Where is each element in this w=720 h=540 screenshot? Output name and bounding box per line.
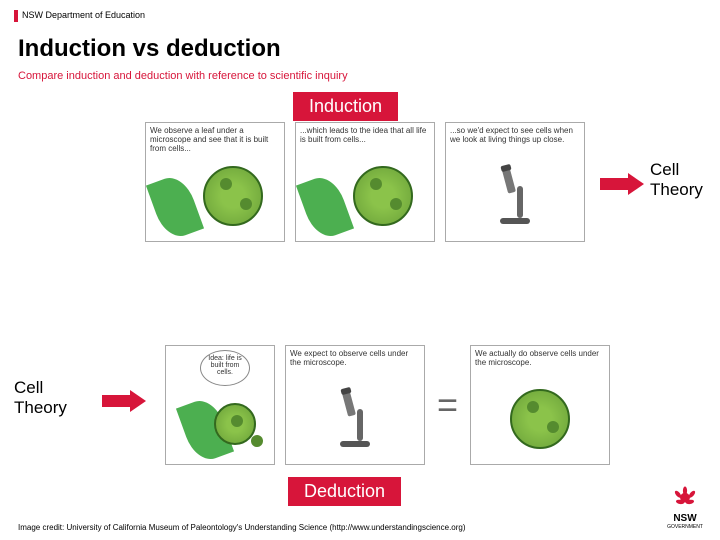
header-org: NSW Department of Education [22,10,145,20]
microscope-icon [335,392,375,447]
deduction-panel-2: We expect to observe cells under the mic… [285,345,425,465]
cell-theory-result: CellTheory [650,160,703,200]
induction-label: Induction [293,92,398,121]
cell-theory-text: CellTheory [650,160,703,200]
deduction-label: Deduction [288,477,401,506]
induction-panels: We observe a leaf under a microscope and… [145,122,585,242]
cell-icon [510,389,570,449]
panel-caption: We expect to observe cells under the mic… [290,350,420,378]
microscope-icon [495,169,535,224]
logo-title: NSW [664,513,706,524]
waratah-icon [671,486,699,508]
page-subtitle: Compare induction and deduction with ref… [18,70,348,82]
induction-panel-2: ...which leads to the idea that all life… [295,122,435,242]
deduction-panel-1: Idea: life is built from cells. [165,345,275,465]
panel-illustration [300,155,430,237]
cell-icon [214,403,256,445]
cell-theory-premise: CellTheory [14,378,67,418]
panel-caption: ...so we'd expect to see cells when we l… [450,127,580,155]
panel-illustration [150,155,280,237]
deduction-panel-3: We actually do observe cells under the m… [470,345,610,465]
panel-illustration: Idea: life is built from cells. [170,350,270,460]
arrow-right-icon [102,390,146,412]
cell-icon [353,166,413,226]
deduction-panels: Idea: life is built from cells. We expec… [165,345,610,465]
leaf-icon [146,172,204,242]
induction-panel-1: We observe a leaf under a microscope and… [145,122,285,242]
arrow-right-icon [600,173,644,195]
panel-caption: ...which leads to the idea that all life… [300,127,430,155]
image-credit: Image credit: University of California M… [18,523,466,532]
panel-illustration [290,378,420,460]
panel-caption: We actually do observe cells under the m… [475,350,605,378]
leaf-icon [296,172,354,242]
cell-theory-text: CellTheory [14,378,67,418]
induction-panel-3: ...so we'd expect to see cells when we l… [445,122,585,242]
equals-sign: = [437,384,458,426]
panel-caption: We observe a leaf under a microscope and… [150,127,280,155]
nsw-gov-logo: NSW GOVERNMENT [664,486,706,528]
header-accent-bar [14,10,18,22]
panel-illustration [475,378,605,460]
panel-illustration [450,155,580,237]
cell-icon [203,166,263,226]
logo-subtitle: GOVERNMENT [664,524,706,530]
page-title: Induction vs deduction [18,35,281,63]
thought-bubble: Idea: life is built from cells. [200,350,250,386]
